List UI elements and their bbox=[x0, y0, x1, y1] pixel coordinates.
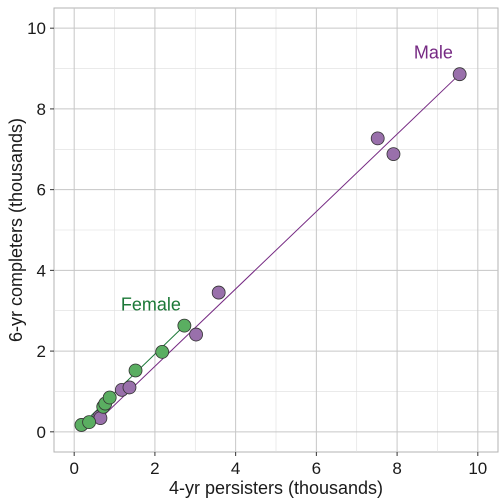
y-axis-title: 6-yr completers (thousands) bbox=[6, 118, 26, 342]
x-tick-label: 10 bbox=[468, 459, 487, 478]
y-tick-label: 4 bbox=[37, 261, 46, 280]
point-female bbox=[103, 391, 116, 404]
point-male bbox=[123, 381, 136, 394]
x-tick-label: 0 bbox=[69, 459, 78, 478]
y-tick-label: 2 bbox=[37, 342, 46, 361]
point-male bbox=[387, 148, 400, 161]
series-label-female: Female bbox=[121, 295, 181, 315]
point-male bbox=[453, 68, 466, 81]
x-axis-title: 4-yr persisters (thousands) bbox=[169, 478, 383, 498]
y-tick-label: 0 bbox=[37, 423, 46, 442]
point-female bbox=[156, 345, 169, 358]
x-tick-label: 2 bbox=[150, 459, 159, 478]
x-tick-label: 6 bbox=[312, 459, 321, 478]
y-tick-label: 8 bbox=[37, 100, 46, 119]
point-male bbox=[190, 328, 203, 341]
y-tick-label: 6 bbox=[37, 181, 46, 200]
series-label-male: Male bbox=[414, 42, 453, 62]
point-female bbox=[129, 364, 142, 377]
point-male bbox=[371, 132, 384, 145]
x-tick-label: 4 bbox=[231, 459, 240, 478]
point-female bbox=[178, 319, 191, 332]
point-male bbox=[212, 286, 225, 299]
y-tick-label: 10 bbox=[27, 19, 46, 38]
x-tick-label: 8 bbox=[392, 459, 401, 478]
point-female bbox=[83, 416, 96, 429]
